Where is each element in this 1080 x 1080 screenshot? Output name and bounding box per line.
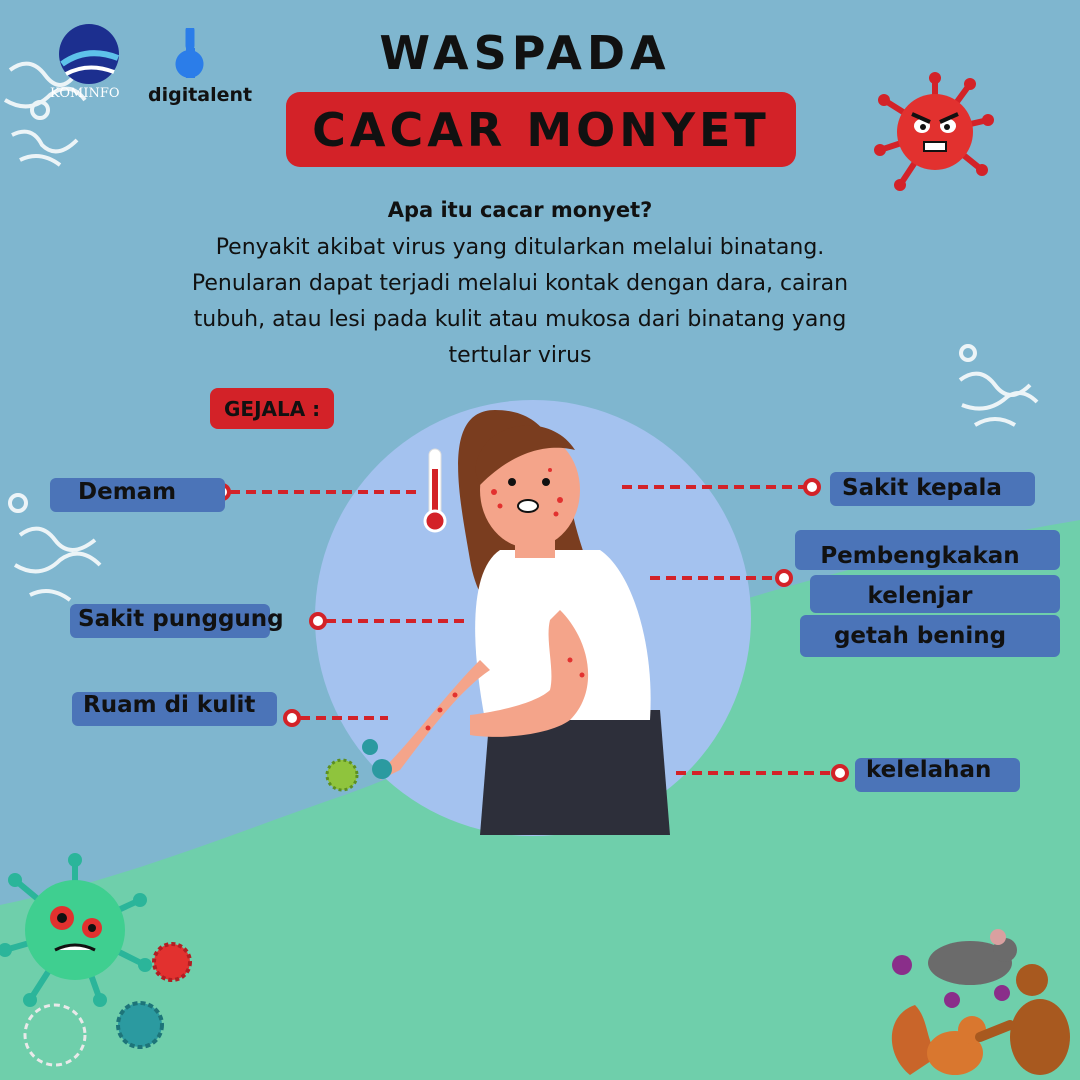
animals-illustration bbox=[891, 929, 1070, 1075]
label-band bbox=[810, 575, 1060, 613]
virus-outline-icon bbox=[958, 344, 1039, 427]
digitalent-logo-icon bbox=[175, 28, 204, 78]
intro-text: Penyakit akibat virus yang ditularkan me… bbox=[120, 230, 920, 374]
label-band bbox=[70, 604, 270, 638]
label-kelenjar-line: Pembengkakan bbox=[820, 543, 1020, 569]
label-sakit-punggung: Sakit punggung bbox=[78, 606, 284, 632]
label-kelenjar: Pembengkakan kelenjar getah bening bbox=[800, 536, 1040, 656]
intro-line: tubuh, atau lesi pada kulit atau mukosa … bbox=[193, 307, 847, 332]
intro-question: Apa itu cacar monyet? bbox=[387, 198, 653, 222]
title-waspada: WASPADA bbox=[379, 26, 671, 80]
sick-woman-illustration bbox=[380, 410, 670, 835]
title-banner: CACAR MONYET bbox=[286, 92, 796, 167]
kominfo-logo-text: KOMINFO bbox=[50, 86, 120, 101]
symptoms-heading: GEJALA : bbox=[210, 388, 335, 429]
label-band bbox=[800, 615, 1060, 657]
label-ruam: Ruam di kulit bbox=[83, 692, 256, 718]
virus-cluster-icon bbox=[0, 853, 192, 1067]
label-band bbox=[72, 692, 277, 726]
label-demam: Demam bbox=[50, 476, 225, 512]
virus-outline-icon bbox=[8, 493, 102, 602]
label-band bbox=[855, 758, 1020, 792]
thermometer-icon bbox=[423, 448, 447, 533]
label-band bbox=[795, 530, 1060, 570]
title-cacar-monyet: CACAR MONYET bbox=[312, 102, 770, 157]
label-sakit-kepala: Sakit kepala bbox=[842, 475, 1002, 501]
intro-line: Penularan dapat terjadi melalui kontak d… bbox=[191, 271, 849, 296]
label-kelenjar-line: getah bening bbox=[833, 623, 1007, 649]
intro-line: Penyakit akibat virus yang ditularkan me… bbox=[215, 235, 825, 260]
label-kelelahan: kelelahan bbox=[866, 757, 992, 783]
digitalent-logo-text: digitalent bbox=[148, 84, 253, 106]
virus-outline-icon bbox=[3, 61, 87, 167]
germs-icon bbox=[325, 739, 392, 792]
angry-virus-icon bbox=[874, 72, 994, 191]
label-kelenjar-line: kelenjar bbox=[867, 583, 973, 609]
label-demam-text: Demam bbox=[78, 479, 177, 505]
kominfo-logo-icon bbox=[59, 24, 120, 84]
label-band bbox=[830, 472, 1035, 506]
intro-line: tertular virus bbox=[448, 343, 592, 368]
